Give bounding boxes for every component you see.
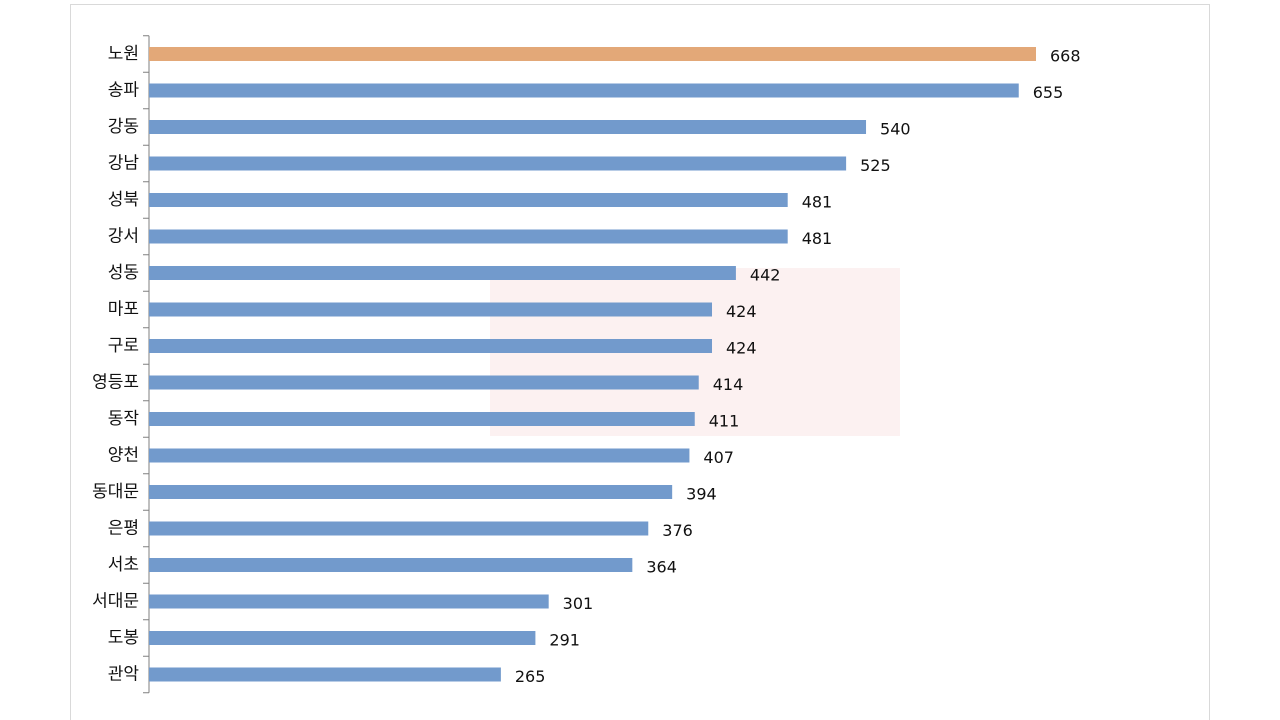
bar: [149, 448, 690, 463]
category-label: 도봉: [108, 628, 139, 648]
data-label: 414: [713, 375, 744, 394]
category-label: 관악: [108, 665, 140, 685]
data-label: 411: [709, 412, 740, 431]
category-label: 양천: [108, 446, 139, 466]
bar: [149, 558, 633, 572]
data-label: 376: [662, 521, 693, 540]
data-label: 655: [1033, 83, 1064, 102]
bar: [149, 156, 847, 171]
data-label: 301: [563, 594, 594, 613]
category-label: 송파: [108, 81, 140, 101]
category-label: 강서: [108, 227, 139, 247]
category-label: 은평: [108, 519, 139, 539]
bar: [149, 302, 713, 317]
bar: [149, 485, 673, 499]
data-label: 364: [646, 558, 677, 577]
category-label: 성북: [108, 190, 139, 210]
data-label: 394: [686, 485, 717, 504]
data-label: 540: [880, 120, 911, 139]
data-label: 481: [802, 229, 833, 248]
bar: [149, 47, 1036, 61]
bar: [149, 631, 536, 645]
category-label: 구로: [108, 336, 139, 356]
category-label: 서대문: [92, 592, 139, 612]
data-label: 424: [726, 302, 757, 321]
data-label: 442: [750, 266, 781, 285]
chart-frame: [70, 4, 1210, 720]
bar: [149, 594, 549, 609]
category-label: 동작: [108, 409, 140, 429]
category-label: 동대문: [92, 482, 139, 502]
bar: [149, 412, 695, 426]
bar: [149, 266, 736, 280]
bar: [149, 667, 501, 682]
data-label: 407: [703, 448, 734, 467]
bar: [149, 521, 649, 536]
category-label: 강동: [108, 117, 139, 137]
category-label: 노원: [108, 44, 139, 64]
data-label: 481: [802, 193, 833, 212]
data-label: 668: [1050, 47, 1081, 66]
category-label: 성동: [108, 263, 139, 283]
bar: [149, 229, 788, 244]
bar: [149, 339, 713, 353]
category-label: 서초: [108, 555, 139, 575]
category-label: 마포: [108, 300, 139, 320]
category-label: 영등포: [92, 373, 139, 393]
data-label: 424: [726, 339, 757, 358]
data-label: 291: [549, 631, 580, 650]
data-label: 525: [860, 156, 891, 175]
bar: [149, 375, 699, 390]
bar: [149, 120, 867, 134]
bar: [149, 83, 1019, 98]
category-label: 강남: [108, 154, 140, 174]
bar: [149, 193, 788, 207]
data-label: 265: [515, 667, 546, 686]
